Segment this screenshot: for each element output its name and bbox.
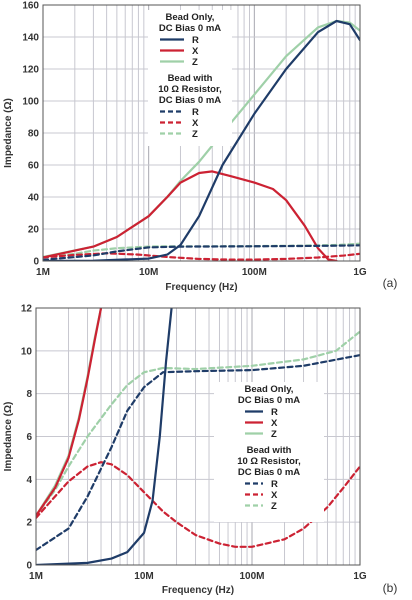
plot-frame [42, 4, 361, 262]
y-tick-label: 0 [26, 561, 32, 572]
series-bead-10ohm-r-line [36, 354, 360, 552]
series-bead-only-x-line [43, 170, 338, 261]
y-tick-label: 100 [22, 97, 39, 108]
y-tick-label: 80 [28, 129, 40, 140]
legend-entry-label: Z [192, 57, 198, 68]
legend-group-title: Bead Only, [245, 384, 294, 395]
plot-frame [35, 307, 361, 566]
legend-entry-label: R [271, 479, 278, 490]
y-axis-label: Impedance (Ω) [3, 98, 14, 168]
legend-group-title: 10 Ω Resistor, [237, 456, 301, 467]
x-tick-label: 1G [353, 267, 367, 278]
series-bead-10ohm-x-line [36, 461, 360, 548]
y-tick-label: 0 [33, 257, 39, 268]
x-tick-label: 1G [353, 571, 367, 582]
chart-panel-1: 0 2 4 6 8 10 12 1M 10M 100M 1G Frequency (Hz) Impeda… [3, 304, 397, 597]
y-tick-label: 8 [26, 389, 32, 400]
series-group [43, 19, 360, 261]
legend-entry-label: X [271, 418, 278, 429]
legend-group-title: Bead Only, [166, 12, 215, 23]
y-tick-label: 20 [28, 225, 40, 236]
x-tick-label: 1M [36, 267, 50, 278]
legend-entry-label: X [192, 118, 199, 129]
y-tick-label: 160 [22, 1, 39, 12]
legend-entry-label: R [192, 107, 199, 118]
legend-group-title: DC Bias 0 mA [159, 95, 221, 106]
legend-box [214, 382, 324, 522]
x-tick-label: 100M [239, 571, 264, 582]
legend-entry-label: R [192, 35, 199, 46]
x-tick-label: 100M [242, 267, 267, 278]
y-tick-label: 2 [26, 518, 32, 529]
series-bead-only-r-line [36, 308, 173, 565]
legend-group-title: DC Bias 0 mA [238, 467, 300, 478]
legend-group-title: DC Bias 0 mA [238, 395, 300, 406]
legend-group-title: Bead with [247, 445, 292, 456]
series-bead-only-r-line [43, 19, 360, 261]
x-tick-label: 10M [139, 267, 158, 278]
y-tick-label: 140 [22, 33, 39, 44]
legend-entry-label: X [271, 490, 278, 501]
y-tick-label: 120 [22, 65, 39, 76]
legend-group-title: Bead with [168, 73, 213, 84]
y-tick-label: 12 [21, 304, 33, 315]
legend-entry-label: X [192, 46, 199, 57]
panel-label: (a) [383, 276, 398, 290]
panel-label: (b) [383, 581, 398, 595]
legend-entry-label: R [271, 407, 278, 418]
series-group [36, 308, 360, 565]
series-bead-10ohm-z-line [36, 330, 360, 517]
y-tick-label: 60 [28, 161, 40, 172]
y-tick-label: 6 [26, 432, 32, 443]
legend-group-title: DC Bias 0 mA [159, 23, 221, 34]
x-axis-label: Frequency (Hz) [162, 585, 234, 596]
x-tick-label: 10M [134, 571, 153, 582]
series-bead-only-x-line [36, 308, 103, 517]
series-bead-10ohm-r-line [43, 244, 360, 261]
legend-group-title: 10 Ω Resistor, [158, 84, 222, 95]
y-tick-label: 10 [21, 346, 33, 357]
x-tick-label: 1M [29, 571, 43, 582]
legend-entry-label: Z [271, 501, 277, 512]
x-axis-label: Frequency (Hz) [165, 282, 237, 293]
y-axis-label: Impedance (Ω) [3, 402, 14, 472]
y-tick-label: 4 [26, 475, 32, 486]
legend-entry-label: Z [271, 429, 277, 440]
chart-panel-0: 0 20 40 60 80 100 120 140 160 1M 10M 100M 1G Frequenc… [3, 1, 397, 294]
legend-entry-label: Z [192, 129, 198, 140]
y-tick-label: 40 [28, 193, 40, 204]
